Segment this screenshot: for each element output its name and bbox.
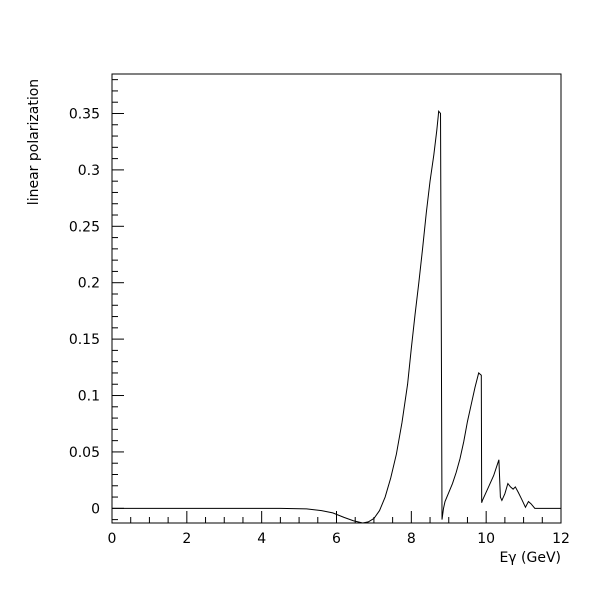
x-tick-label: 8 xyxy=(407,531,416,547)
y-tick-label: 0.25 xyxy=(69,219,100,235)
y-tick-label: 0.3 xyxy=(78,163,100,179)
x-tick-label: 2 xyxy=(182,531,191,547)
y-tick-label: 0 xyxy=(91,501,100,517)
x-tick-label: 10 xyxy=(477,531,495,547)
x-axis-label: Eγ (GeV) xyxy=(499,550,561,566)
y-axis-ticks xyxy=(112,79,124,521)
x-tick-label: 0 xyxy=(108,531,117,547)
y-tick-label: 0.05 xyxy=(69,445,100,461)
y-tick-label: 0.1 xyxy=(78,389,100,405)
y-tick-label: 0.35 xyxy=(69,106,100,122)
y-axis-tick-labels: 0 0.05 0.1 0.15 0.2 0.25 0.3 0.35 xyxy=(69,106,100,517)
plot-frame xyxy=(111,73,562,524)
y-tick-label: 0.15 xyxy=(69,332,100,348)
x-tick-label: 12 xyxy=(552,531,570,547)
y-tick-label: 0.2 xyxy=(78,276,100,292)
x-axis-tick-labels: 0 2 4 6 8 10 12 xyxy=(108,531,570,547)
series-line xyxy=(112,109,561,524)
x-axis-ticks xyxy=(111,511,562,523)
y-axis-label: linear polarization xyxy=(26,79,42,205)
x-tick-label: 4 xyxy=(257,531,266,547)
x-tick-label: 6 xyxy=(332,531,341,547)
